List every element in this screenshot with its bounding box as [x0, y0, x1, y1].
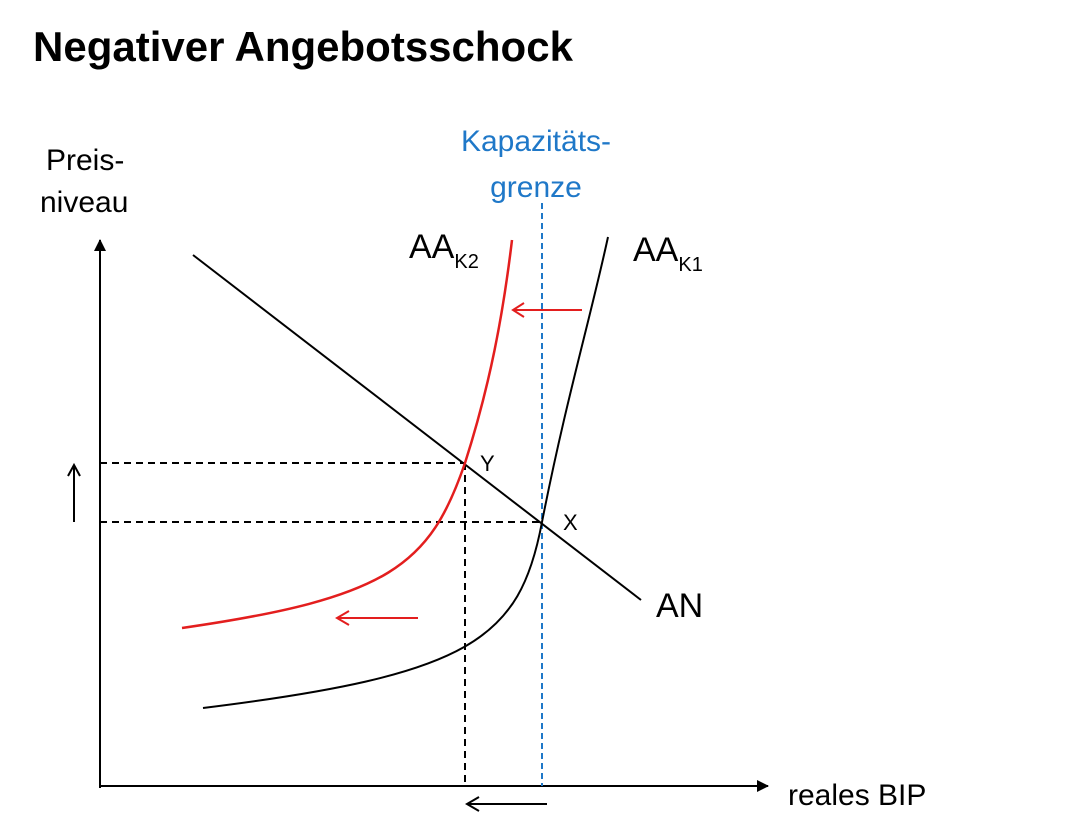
- point-y-label: Y: [480, 451, 495, 476]
- curve-an: [192, 254, 642, 601]
- curve-an-label: AN: [656, 587, 703, 625]
- capacity-label-line-1: Kapazitäts-: [461, 125, 611, 158]
- curve-aa-k1-label: AAK1: [633, 231, 703, 276]
- y-axis-label-line-1: Preis-: [46, 144, 124, 177]
- curve-aa-k2-label: AAK2: [409, 228, 479, 273]
- point-x-label: X: [563, 510, 578, 535]
- curve-aa-k2: [181, 239, 514, 630]
- shift-arrow-upper: [511, 302, 582, 318]
- curve-aa-k1: [202, 236, 609, 709]
- y-axis-label-line-2: niveau: [40, 186, 128, 219]
- shift-arrow-lower: [335, 610, 418, 626]
- page-title: Negativer Angebotsschock: [33, 23, 573, 70]
- x-axis-label: reales BIP: [788, 779, 926, 812]
- capacity-label-line-2: grenze: [490, 171, 582, 204]
- output-decrease-arrow: [465, 796, 547, 812]
- price-increase-arrow: [67, 462, 81, 522]
